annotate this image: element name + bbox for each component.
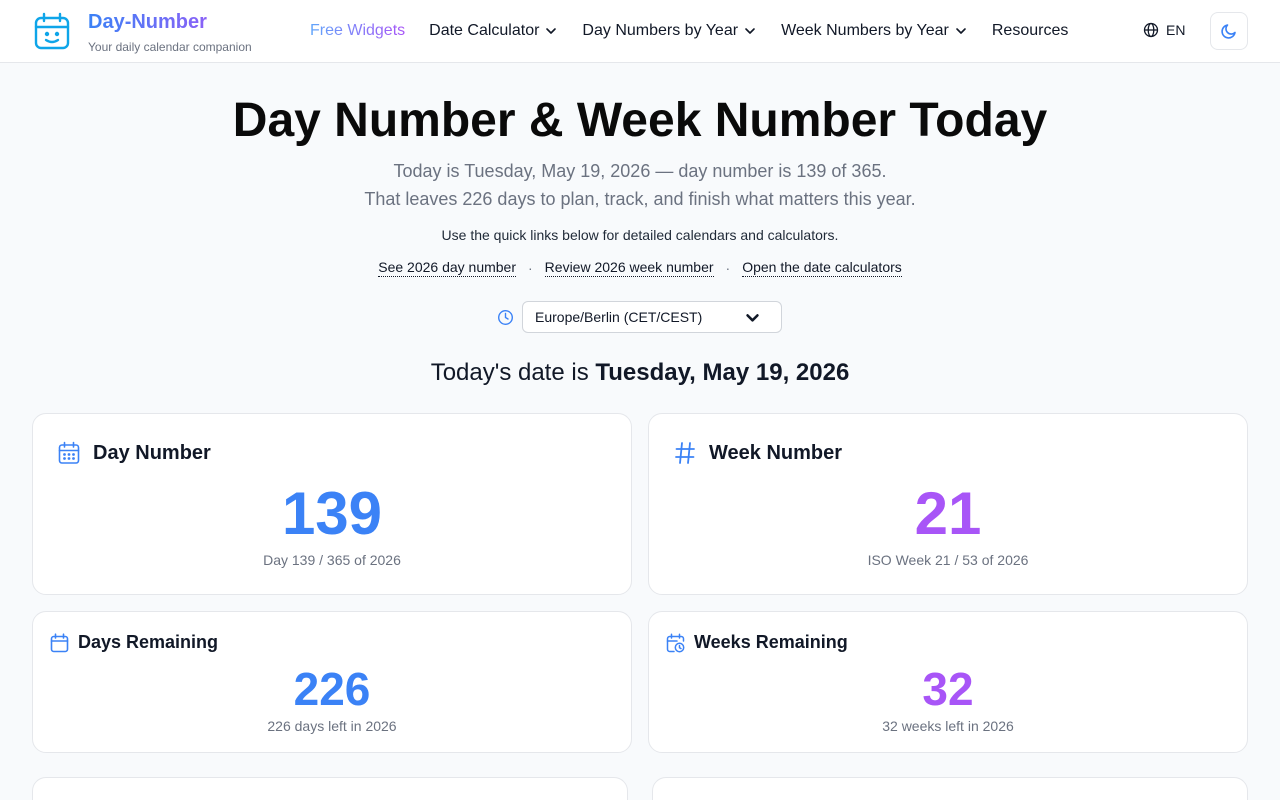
card-header: Week Number [674, 441, 842, 465]
language-label: EN [1166, 22, 1186, 38]
week-number-value: 21 [914, 480, 982, 547]
next-card-left [32, 777, 628, 800]
page-title: Day Number & Week Number Today [232, 94, 1048, 147]
chevron-down-icon [546, 28, 557, 34]
brand[interactable]: Day-Number Your daily calendar companion [88, 11, 252, 54]
card-title: Week Number [709, 441, 843, 464]
hero-line-2: That leaves 226 days to plan, track, and… [364, 189, 916, 209]
link-2026-day-number[interactable]: See 2026 day number [378, 259, 516, 277]
card-title: Day Number [93, 441, 211, 464]
hero-line-1: Today is Tuesday, May 19, 2026 — day num… [393, 161, 887, 181]
today-date-line: Today's date is Tuesday, May 19, 2026 [0, 358, 1280, 388]
nav-label: Date Calculator [429, 22, 540, 39]
main-nav: Free Widgets Date Calculator Day Numbers… [310, 20, 1092, 42]
nav-label: Free Widgets [310, 22, 406, 39]
hero-note: Use the quick links below for detailed c… [441, 227, 839, 243]
language-switcher[interactable]: EN [1143, 22, 1185, 38]
nav-label: Resources [991, 22, 1069, 39]
chevron-down-icon [745, 28, 755, 34]
days-remaining-caption: 226 days left in 2026 [267, 718, 397, 734]
card-title: Weeks Remaining [694, 632, 848, 652]
quick-links: See 2026 day number · Review 2026 week n… [0, 258, 1280, 277]
nav-day-numbers-by-year[interactable]: Day Numbers by Year [582, 20, 757, 42]
weeks-remaining-card: Weeks Remaining 32 32 weeks left in 2026 [648, 611, 1248, 753]
days-remaining-value: 226 [293, 663, 371, 715]
nav-week-numbers-by-year[interactable]: Week Numbers by Year [781, 20, 968, 42]
link-separator: · [528, 259, 533, 276]
brand-subtitle: Your daily calendar companion [88, 40, 252, 54]
calendar-icon [50, 632, 69, 652]
card-header: Weeks Remaining [666, 632, 848, 653]
weeks-remaining-value: 32 [922, 663, 974, 715]
nav-label: Day Numbers by Year [582, 22, 739, 39]
calendar-smile-icon[interactable] [34, 12, 70, 50]
link-date-calculators[interactable]: Open the date calculators [742, 259, 902, 277]
chevron-down-icon [956, 28, 966, 34]
link-separator: · [725, 259, 731, 276]
weeks-remaining-caption: 32 weeks left in 2026 [882, 718, 1014, 734]
clock-icon [497, 309, 514, 325]
chevron-down-icon [746, 313, 759, 322]
day-number-card: Day Number 139 Day 139 / 365 of 2026 [32, 413, 632, 595]
theme-toggle-button[interactable] [1210, 12, 1248, 50]
timezone-row: Europe/Berlin (CET/CEST) [497, 301, 782, 333]
days-remaining-card: Days Remaining 226 226 days left in 2026 [32, 611, 632, 753]
site-header: Day-Number Your daily calendar companion… [0, 0, 1280, 63]
today-prefix: Today's date is [430, 359, 589, 386]
today-date: Tuesday, May 19, 2026 [595, 359, 850, 386]
nav-date-calculator[interactable]: Date Calculator [429, 20, 558, 42]
nav-resources[interactable]: Resources [992, 20, 1068, 42]
card-header: Days Remaining [50, 632, 218, 653]
day-number-value: 139 [281, 480, 383, 547]
calendar-grid-icon [58, 441, 80, 464]
nav-free-widgets[interactable]: Free Widgets [310, 20, 405, 42]
globe-icon [1143, 22, 1159, 38]
calendar-clock-icon [666, 632, 685, 652]
brand-title[interactable]: Day-Number [88, 11, 252, 33]
hash-icon [675, 442, 695, 464]
day-number-caption: Day 139 / 365 of 2026 [263, 552, 401, 568]
nav-label: Week Numbers by Year [781, 22, 949, 39]
link-2026-week-number[interactable]: Review 2026 week number [544, 259, 714, 277]
moon-icon [1221, 24, 1236, 39]
card-title: Days Remaining [78, 632, 219, 652]
next-card-right [652, 777, 1248, 800]
timezone-select[interactable]: Europe/Berlin (CET/CEST) [522, 301, 782, 333]
week-number-card: Week Number 21 ISO Week 21 / 53 of 2026 [648, 413, 1248, 595]
card-header: Day Number [58, 441, 211, 465]
week-number-caption: ISO Week 21 / 53 of 2026 [867, 552, 1029, 568]
timezone-selected: Europe/Berlin (CET/CEST) [535, 309, 703, 325]
